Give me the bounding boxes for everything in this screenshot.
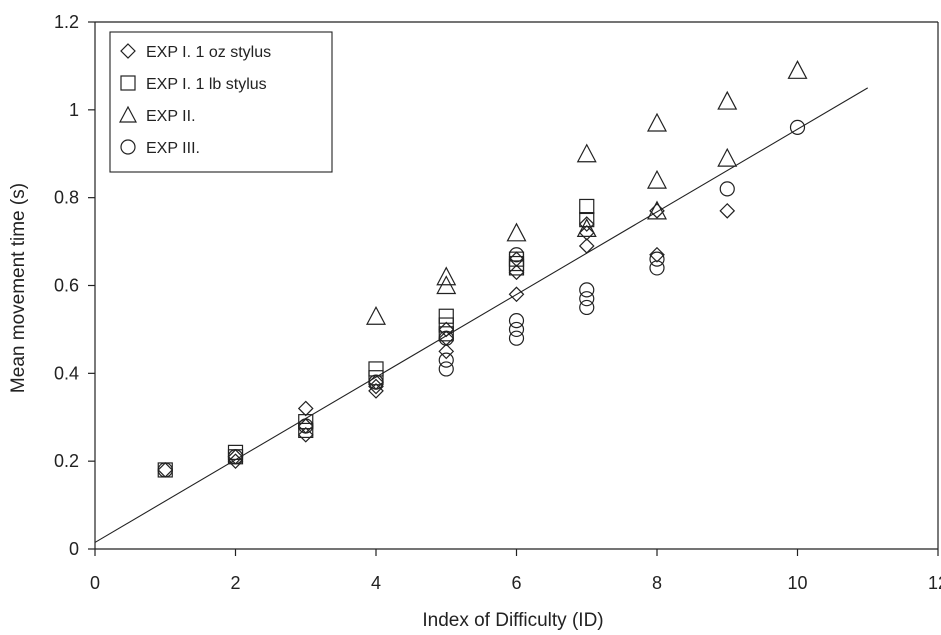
square-point	[579, 198, 595, 215]
triangle-point	[717, 90, 738, 110]
diamond-point	[508, 286, 525, 303]
x-tick-label: 6	[511, 573, 521, 593]
y-tick-label: 0.4	[54, 363, 79, 383]
y-tick-label: 0	[69, 539, 79, 559]
circle-point	[508, 330, 525, 346]
square-point	[508, 260, 525, 276]
square-point	[508, 255, 525, 272]
triangle-point	[436, 275, 457, 295]
legend-label: EXP I. 1 oz stylus	[146, 44, 271, 61]
x-tick-label: 2	[230, 573, 240, 593]
diamond-point	[297, 400, 314, 417]
x-tick-label: 4	[371, 573, 381, 593]
diamond-point	[438, 321, 455, 338]
diamond-point	[297, 426, 314, 443]
y-tick-label: 1	[69, 100, 79, 120]
y-tick-label: 0.2	[54, 451, 79, 471]
y-tick-label: 0.8	[54, 188, 79, 208]
triangle-point	[787, 60, 808, 79]
square-point	[438, 308, 454, 324]
triangle-point	[717, 147, 738, 167]
legend-triangle-icon	[119, 105, 137, 123]
circle-point	[438, 330, 454, 346]
triangle-point	[436, 266, 457, 286]
triangle-point	[506, 222, 527, 242]
circle-point	[227, 449, 244, 465]
diamond-point	[578, 216, 595, 232]
diamond-point	[649, 202, 665, 219]
y-tick-label: 1.2	[54, 12, 79, 32]
series-square	[157, 198, 595, 478]
fit-line	[94, 87, 869, 543]
circle-point	[508, 321, 525, 338]
circle-point	[298, 418, 314, 434]
triangle-point	[647, 112, 667, 132]
triangle-point	[366, 305, 386, 325]
legend-circle-icon	[120, 139, 136, 155]
legend-label: EXP III.	[146, 140, 200, 157]
circle-point	[649, 251, 665, 267]
triangle-point	[647, 169, 667, 189]
series-circle	[157, 119, 806, 478]
legend-box	[109, 31, 333, 173]
triangle-point	[576, 143, 597, 163]
x-tick-label: 12	[928, 573, 941, 593]
series-triangle	[366, 60, 808, 325]
x-tick-label: 8	[652, 573, 662, 593]
data-points	[157, 60, 808, 478]
circle-point	[508, 247, 525, 263]
circle-point	[579, 291, 595, 307]
square-point	[298, 422, 314, 439]
diamond-point	[578, 238, 595, 254]
square-point	[438, 317, 454, 333]
axes: 0 2 4 6 8 10 12 0 0.2 0.4 0.6 0.8 1 1.2	[54, 12, 941, 593]
circle-point	[157, 462, 173, 478]
circle-point	[368, 374, 384, 390]
diamond-point	[438, 343, 455, 360]
legend-label: EXP II.	[146, 108, 196, 125]
y-tick-label: 0.6	[54, 276, 79, 296]
circle-point	[438, 361, 454, 377]
diamond-point	[719, 202, 736, 219]
circle-point	[579, 299, 595, 316]
diamond-point	[368, 383, 384, 399]
triangle-point	[647, 200, 667, 220]
x-axis-title: Index of Difficulty (ID)	[422, 610, 603, 631]
circle-point	[508, 313, 525, 329]
circle-point	[579, 282, 595, 298]
circle-point	[649, 260, 665, 276]
x-tick-label: 10	[787, 573, 807, 593]
x-tick-label: 0	[90, 573, 100, 593]
square-point	[438, 326, 454, 342]
circle-point	[789, 119, 806, 136]
circle-point	[438, 352, 454, 368]
legend-label: EXP I. 1 lb stylus	[146, 76, 267, 93]
square-point	[368, 361, 384, 377]
legend: EXP I. 1 oz stylus EXP I. 1 lb stylus EXP …	[109, 31, 333, 173]
square-point	[579, 212, 595, 228]
diamond-point	[649, 246, 665, 263]
circle-point	[719, 181, 735, 197]
square-point	[368, 370, 384, 386]
legend-diamond-icon	[120, 43, 136, 59]
triangle-point	[576, 218, 597, 238]
diamond-point	[508, 264, 525, 281]
legend-square-icon	[120, 75, 136, 91]
square-point	[298, 414, 314, 430]
y-axis-title: Mean movement time (s)	[8, 183, 29, 393]
